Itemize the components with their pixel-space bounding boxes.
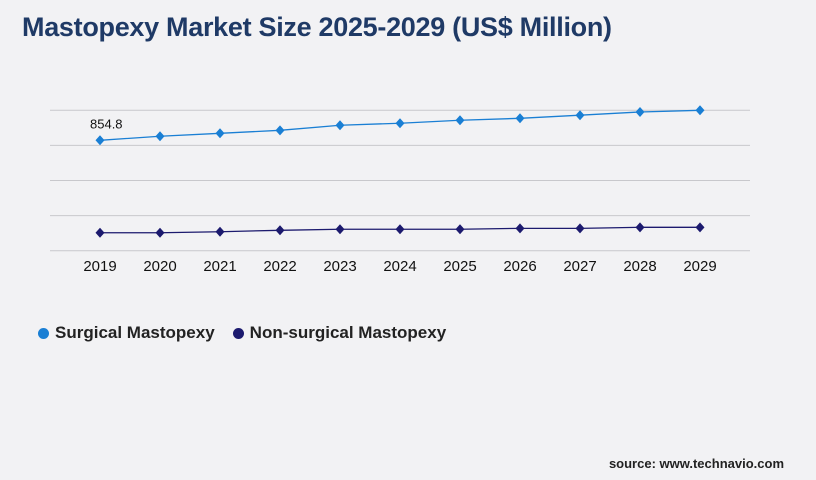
data-point [275, 225, 285, 236]
legend-item-surgical[interactable]: Surgical Mastopexy [38, 323, 215, 343]
x-tick-label: 2024 [383, 258, 416, 275]
data-point [575, 223, 585, 234]
legend-marker-icon [38, 327, 49, 339]
x-tick-label: 2025 [443, 258, 476, 275]
data-point [515, 113, 525, 124]
data-point [335, 120, 345, 131]
data-point [215, 226, 225, 237]
data-point [575, 110, 585, 121]
data-point [155, 131, 165, 142]
data-point [95, 227, 105, 238]
data-point [95, 135, 105, 146]
x-tick-label: 2023 [323, 258, 356, 275]
data-point [395, 224, 405, 235]
data-point [635, 222, 645, 233]
data-point [395, 118, 405, 129]
legend: Surgical Mastopexy Non-surgical Mastopex… [38, 323, 446, 343]
data-label: 854.8 [90, 116, 123, 131]
source-text: source: www.technavio.com [608, 456, 784, 471]
legend-item-non-surgical[interactable]: Non-surgical Mastopexy [232, 323, 447, 343]
data-point [695, 105, 705, 116]
data-point [455, 115, 465, 126]
data-point [275, 125, 285, 136]
legend-label: Non-surgical Mastopexy [249, 323, 447, 342]
data-point [155, 227, 165, 238]
x-tick-label: 2028 [623, 258, 656, 275]
x-tick-label: 2026 [503, 258, 536, 275]
data-point [635, 106, 645, 117]
x-tick-label: 2029 [683, 258, 716, 275]
data-point [215, 128, 225, 139]
data-point [515, 223, 525, 234]
data-point [335, 224, 345, 235]
legend-marker-icon [232, 327, 244, 339]
data-point [695, 222, 705, 233]
legend-label: Surgical Mastopexy [55, 323, 215, 342]
x-tick-label: 2020 [143, 258, 176, 275]
chart-title: Mastopexy Market Size 2025-2029 (US$ Mil… [22, 12, 612, 42]
line-chart: 2019 2020 2021 2022 2023 2024 2025 2026 2027 2028… [50, 105, 750, 275]
x-tick-label: 2021 [203, 258, 236, 275]
x-tick-label: 2019 [83, 258, 116, 275]
x-tick-label: 2027 [563, 258, 596, 275]
data-point [455, 224, 465, 235]
x-tick-label: 2022 [263, 258, 296, 275]
